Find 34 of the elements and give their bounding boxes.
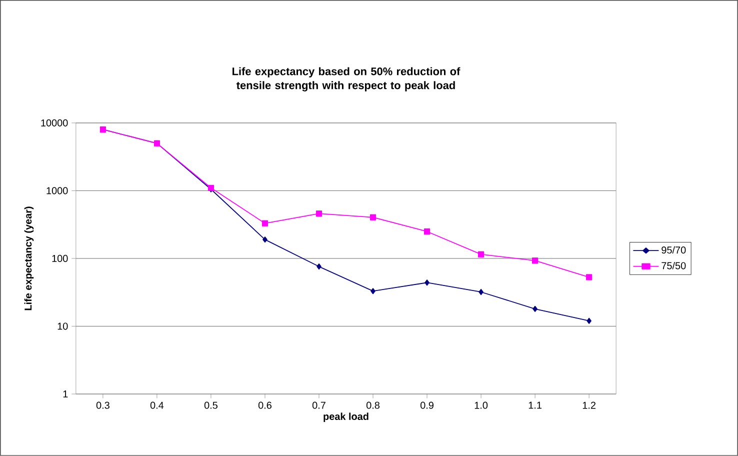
x-tick-label: 1.0 [474, 402, 488, 409]
chart-title: Life expectancy based on 50% reduction of tensile strength with respect to peak load [232, 67, 460, 92]
y-tick-label: 10000 [41, 119, 68, 126]
legend-label: 75/50 [662, 262, 686, 270]
x-tick-label: 0.7 [312, 402, 326, 409]
x-tick-label: 0.9 [420, 402, 434, 409]
point [478, 288, 484, 296]
legend-label: 95/70 [662, 246, 686, 254]
point [478, 251, 484, 258]
x-tick-label: 0.5 [204, 402, 218, 409]
point [316, 264, 322, 270]
y-axis-title: Life expectancy (year) [24, 206, 34, 310]
point [424, 280, 430, 286]
point [586, 318, 592, 324]
point [370, 288, 376, 294]
point [424, 228, 430, 235]
y-tick-label: 10 [58, 322, 68, 330]
y-tick-label: 1 [63, 390, 68, 398]
x-tick-label: 1.2 [582, 402, 596, 409]
point [316, 210, 322, 217]
x-tick-label: 0.6 [258, 402, 272, 409]
y-tick-label: 100 [52, 254, 68, 262]
point [532, 306, 538, 312]
x-tick-label: 0.4 [150, 402, 164, 409]
y-tick-label: 1000 [46, 187, 68, 194]
x-tick-label: 0.3 [96, 402, 110, 409]
point [262, 236, 268, 243]
x-tick-label: 0.8 [366, 402, 380, 409]
point [586, 274, 592, 280]
x-tick-label: 1.1 [528, 402, 542, 409]
point [262, 220, 268, 226]
x-axis-title: peak load [324, 412, 368, 422]
point [370, 214, 376, 220]
point [532, 258, 538, 264]
